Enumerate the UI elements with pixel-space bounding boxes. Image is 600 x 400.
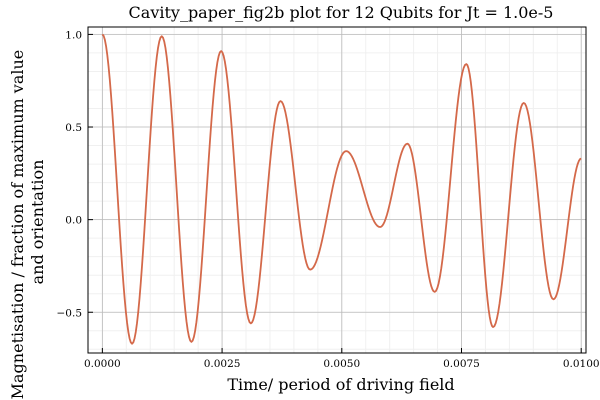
y-tick-label: −0.5 bbox=[57, 307, 83, 319]
tick-labels: 0.0000 0.0025 0.0050 0.0075 0.0100 −0.5 0.0 0.5… bbox=[57, 29, 600, 370]
x-axis-label: Time/ period of driving field bbox=[227, 375, 454, 394]
y-axis-label-line-2: and orientation bbox=[28, 160, 47, 285]
y-axis-label-line-1: Magnetisation / fraction of maximum valu… bbox=[8, 50, 27, 400]
y-axis-label: Magnetisation / fraction of maximum valu… bbox=[8, 45, 47, 400]
x-tick-label: 0.0025 bbox=[204, 358, 241, 370]
x-tick-label: 0.0100 bbox=[563, 358, 600, 370]
axis-ticks bbox=[88, 33, 582, 353]
y-tick-label: 0.0 bbox=[65, 215, 82, 227]
series-line bbox=[101, 33, 582, 345]
x-tick-label: 0.0075 bbox=[443, 358, 480, 370]
major-grid bbox=[88, 27, 586, 353]
y-tick-label: 1.0 bbox=[65, 29, 82, 41]
y-tick-label: 0.5 bbox=[65, 122, 82, 134]
x-tick-label: 0.0050 bbox=[323, 358, 360, 370]
chart-title: Cavity_paper_fig2b plot for 12 Qubits fo… bbox=[129, 3, 554, 22]
x-tick-label: 0.0000 bbox=[84, 358, 121, 370]
plot-frame bbox=[87, 26, 587, 354]
